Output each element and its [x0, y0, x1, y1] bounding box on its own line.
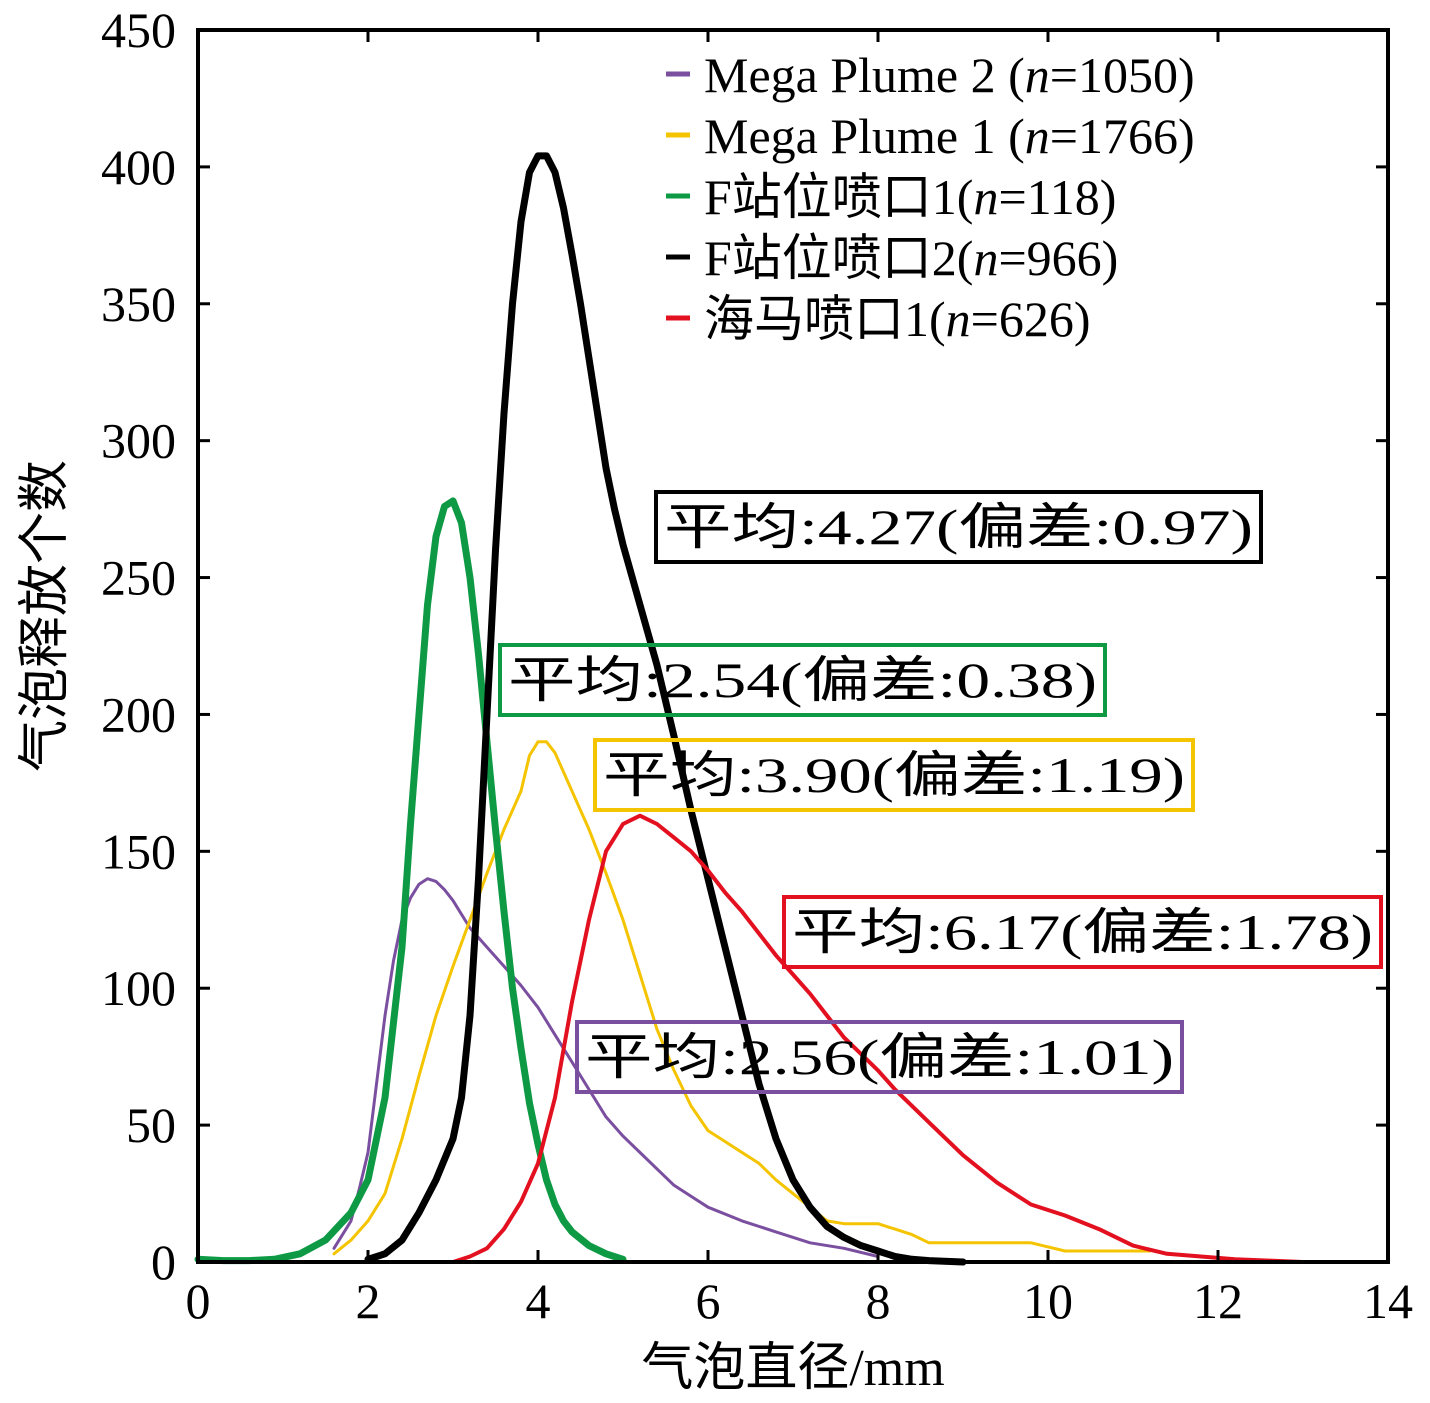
series-line-5 — [298, 813, 1390, 1264]
x-tick-label: 8 — [866, 1273, 891, 1329]
annotation-text: 平均:2.56(偏差:1.01) — [585, 1029, 1174, 1085]
series-line-1 — [332, 877, 880, 1258]
x-tick-label: 14 — [1363, 1273, 1413, 1329]
y-tick-label: 350 — [101, 276, 176, 332]
legend: Mega Plume 2 (n=1050)Mega Plume 1 (n=176… — [666, 47, 1195, 347]
x-tick-label: 4 — [526, 1273, 551, 1329]
legend-entry: 海马喷口1(n=626) — [704, 291, 1091, 347]
y-tick-label: 200 — [101, 686, 176, 742]
x-tick-label: 12 — [1193, 1273, 1243, 1329]
y-tick-label: 400 — [101, 139, 176, 195]
y-tick-label: 150 — [101, 823, 176, 879]
legend-entry: F站位喷口2(n=966) — [704, 230, 1118, 286]
annotation-box — [575, 1020, 1184, 1094]
series-line-2 — [332, 740, 1152, 1256]
annotation-text: 平均:3.90(偏差:1.19) — [603, 747, 1185, 803]
y-tick-label: 0 — [151, 1234, 176, 1290]
mean-annotations: 平均:4.27(偏差:0.97) 平均:2.54(偏差:0.38) 平均:3.90(… — [498, 490, 1383, 1094]
y-tick-label: 250 — [101, 550, 176, 606]
plot-frame — [196, 28, 1390, 1264]
axis-tick-labels: 0 2 4 6 8 10 12 14 0 50 100 150 200 250 300 350 400 450 — [101, 2, 1413, 1329]
x-tick-label: 10 — [1023, 1273, 1073, 1329]
annotation-text: 平均:6.17(偏差:1.78) — [792, 904, 1373, 960]
y-tick-label: 300 — [101, 413, 176, 469]
annotation-box — [654, 490, 1263, 564]
y-axis-title: 气泡释放个数 — [17, 460, 74, 772]
y-tick-label: 100 — [101, 960, 176, 1016]
annotation-box — [782, 895, 1383, 969]
annotation-box — [593, 738, 1195, 812]
x-tick-label: 0 — [186, 1273, 211, 1329]
y-tick-label: 50 — [126, 1097, 176, 1153]
annotation-box — [498, 643, 1107, 717]
legend-entry: Mega Plume 2 (n=1050) — [704, 47, 1195, 103]
series-line-4 — [364, 152, 967, 1266]
y-tick-label: 450 — [101, 2, 176, 58]
series-line-3 — [194, 497, 627, 1265]
x-tick-label: 2 — [356, 1273, 381, 1329]
annotation-text: 平均:2.54(偏差:0.38) — [508, 652, 1097, 708]
x-axis-title: 气泡直径/mm — [641, 1340, 944, 1397]
legend-entry: Mega Plume 1 (n=1766) — [704, 108, 1195, 164]
legend-entry: F站位喷口1(n=118) — [704, 169, 1116, 225]
axis-ticks — [196, 28, 1390, 1264]
series-curves — [194, 152, 1390, 1266]
x-tick-label: 6 — [696, 1273, 721, 1329]
annotation-text: 平均:4.27(偏差:0.97) — [664, 499, 1253, 555]
